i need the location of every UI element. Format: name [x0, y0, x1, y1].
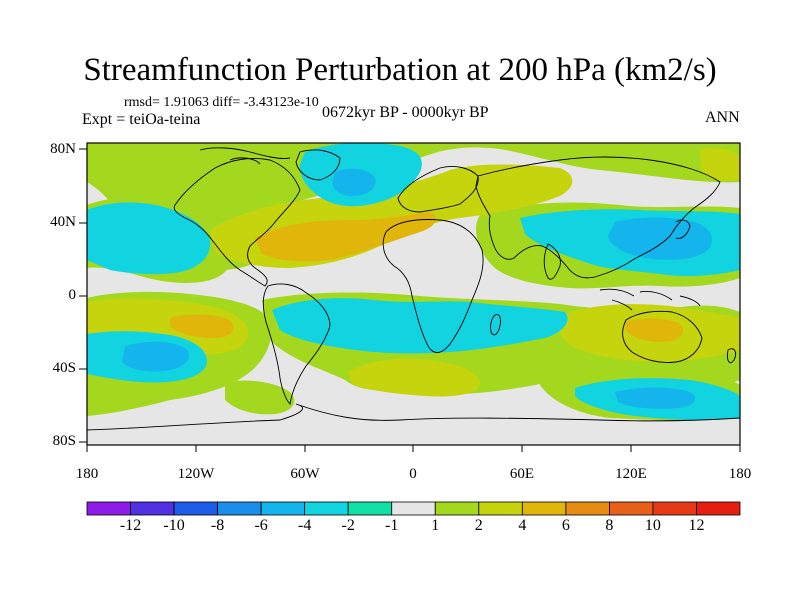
lat-label-80n: 80N — [50, 141, 76, 157]
colorbar — [86, 501, 741, 516]
coast-europe — [397, 165, 479, 213]
coast-arctic-islands — [199, 147, 291, 165]
coast-india — [543, 243, 561, 280]
lat-label-40s: 40S — [52, 360, 76, 376]
period-label: 0672kyr BP - 0000kyr BP — [322, 104, 489, 121]
colorbar-label: -1 — [385, 517, 399, 534]
colorbar-swatch — [173, 501, 218, 516]
colorbar-label: 12 — [688, 517, 705, 534]
coast-australia — [622, 310, 703, 363]
contour-yellow-east-pacific-north — [700, 148, 740, 181]
contour-blue-south-pacific — [122, 341, 190, 372]
colorbar-label: 2 — [474, 517, 483, 534]
contour-orange-australia — [625, 318, 684, 342]
colorbar-label: 10 — [644, 517, 661, 534]
lat-label-80s: 80S — [52, 433, 76, 449]
map-title: Streamfunction Perturbation at 200 hPa (… — [83, 52, 717, 88]
contour-blue-north-atlantic — [332, 168, 376, 196]
lon-label-180e: 180 — [728, 466, 752, 482]
coast-greenland — [295, 149, 341, 181]
lon-label-60e: 60E — [509, 466, 535, 482]
coast-africa — [382, 219, 484, 353]
coast-antarctica-fill — [87, 418, 740, 445]
colorbar-label: 1 — [431, 517, 440, 534]
lon-label-60w: 60W — [290, 466, 320, 482]
coastlines — [87, 147, 740, 431]
contour-green-southern — [225, 380, 295, 415]
colorbar-label: -10 — [163, 517, 185, 534]
coast-madagascar — [490, 314, 501, 336]
colorbar-label: 8 — [605, 517, 614, 534]
lon-label-120w: 120W — [177, 466, 215, 482]
colorbar-swatch — [347, 501, 393, 516]
colorbar-label: -2 — [341, 517, 355, 534]
colorbar-swatch — [565, 501, 610, 516]
coast-south-america — [262, 283, 331, 405]
colorbar-swatch — [86, 501, 131, 516]
coast-north-america — [173, 157, 301, 287]
colorbar-swatch — [652, 501, 697, 516]
colorbar-swatch — [130, 501, 175, 516]
contour-cyan-north-pacific — [87, 202, 211, 275]
lon-label-180w: 180 — [75, 466, 99, 482]
colorbar-label: -6 — [254, 517, 268, 534]
experiment-label: Expt = teiOa-teina — [82, 111, 201, 128]
colorbar-swatch — [521, 501, 567, 516]
contour-blue-south-indian — [615, 387, 696, 409]
coast-maritime-continent — [599, 288, 701, 311]
colorbar-swatch — [304, 501, 349, 516]
colorbar-label: 4 — [518, 517, 527, 534]
colorbar-swatch — [217, 501, 262, 516]
axis-ticks — [79, 148, 741, 452]
lat-label-40n: 40N — [50, 214, 76, 230]
colorbar-swatch — [609, 501, 654, 516]
contour-orange-south-pacific — [170, 314, 234, 338]
contour-yellow-south-atlantic — [348, 358, 480, 397]
coast-japan — [675, 219, 691, 239]
lon-label-0: 0 — [409, 466, 417, 482]
colorbar-swatch — [260, 501, 306, 516]
colorbar-label: 6 — [561, 517, 570, 534]
field-layer — [87, 143, 740, 445]
contour-blue-asia — [608, 217, 712, 260]
coast-asia — [475, 156, 721, 279]
colorbar-swatch — [391, 501, 436, 516]
coast-new-zealand — [727, 348, 737, 364]
colorbar-label: -8 — [210, 517, 225, 534]
season-label: ANN — [705, 109, 740, 126]
coast-antarctica — [87, 403, 740, 431]
colorbar-label: -4 — [297, 517, 312, 534]
colorbar-swatch — [434, 501, 480, 516]
colorbar-swatch — [478, 501, 523, 516]
colorbar-swatch — [696, 501, 741, 516]
contour-orange-atlantic — [255, 212, 436, 262]
stats-text: rmsd= 1.91063 diff= -3.43123e-10 — [124, 95, 319, 110]
colorbar-label: -12 — [119, 517, 142, 534]
lat-label-0: 0 — [68, 287, 77, 303]
lon-label-120e: 120E — [615, 466, 647, 482]
